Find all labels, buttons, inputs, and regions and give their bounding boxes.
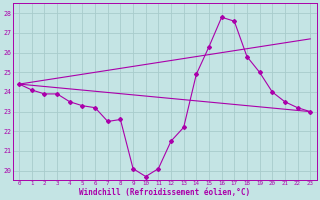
X-axis label: Windchill (Refroidissement éolien,°C): Windchill (Refroidissement éolien,°C) bbox=[79, 188, 250, 197]
